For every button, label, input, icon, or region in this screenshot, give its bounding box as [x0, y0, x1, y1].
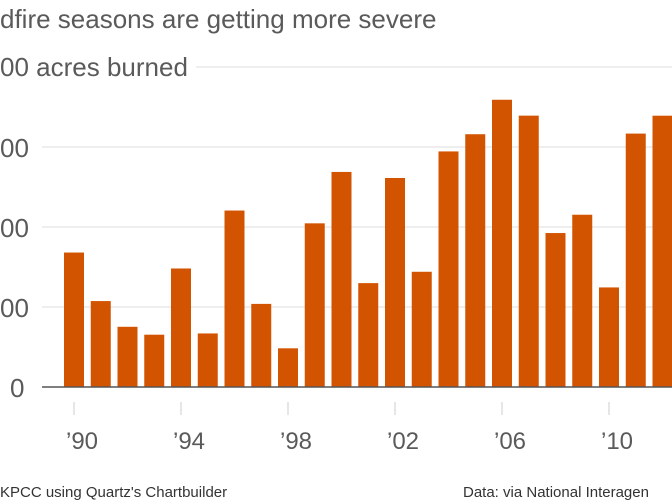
- x-tick-label: ’02: [387, 428, 419, 455]
- bar-1999: [304, 223, 325, 387]
- bar-2008: [545, 233, 566, 387]
- bar-2012: [652, 115, 672, 387]
- bar-1994: [171, 268, 191, 387]
- y-axis-label: 00 acres burned: [0, 52, 196, 83]
- x-tick-label: ’90: [66, 428, 98, 455]
- y-tick-label: 00: [0, 293, 29, 323]
- bar-2002: [385, 177, 405, 387]
- y-tick-label: 0: [10, 373, 24, 403]
- bar-1993: [144, 334, 165, 387]
- bar-2007: [518, 115, 539, 387]
- chart-title: dfire seasons are getting more severe: [0, 4, 437, 34]
- bar-1992: [117, 326, 138, 387]
- bar-1991: [90, 301, 111, 387]
- x-tick-label: ’06: [494, 428, 526, 455]
- bar-1998: [278, 348, 298, 387]
- x-tick-label: ’98: [280, 428, 312, 455]
- bar-2009: [572, 214, 593, 387]
- bar-1997: [251, 303, 272, 387]
- y-tick-label: 00: [0, 133, 29, 163]
- bar-2010: [599, 287, 619, 387]
- bar-2000: [331, 171, 352, 387]
- bar-2005: [465, 134, 486, 387]
- bar-2004: [438, 151, 459, 387]
- x-tick-label: ’94: [173, 428, 205, 455]
- bar-2001: [358, 283, 379, 387]
- bar-2011: [625, 133, 646, 387]
- source: Data: via National Interagen: [463, 484, 649, 501]
- credit: KPCC using Quartz's Chartbuilder: [0, 484, 228, 501]
- bar-2003: [411, 271, 432, 387]
- y-tick-label: 00: [0, 213, 29, 243]
- bar-2006: [492, 99, 512, 388]
- bar-1995: [197, 333, 218, 387]
- x-tick-label: ’10: [601, 428, 633, 455]
- bar-1990: [64, 252, 84, 387]
- bar-1996: [224, 210, 245, 387]
